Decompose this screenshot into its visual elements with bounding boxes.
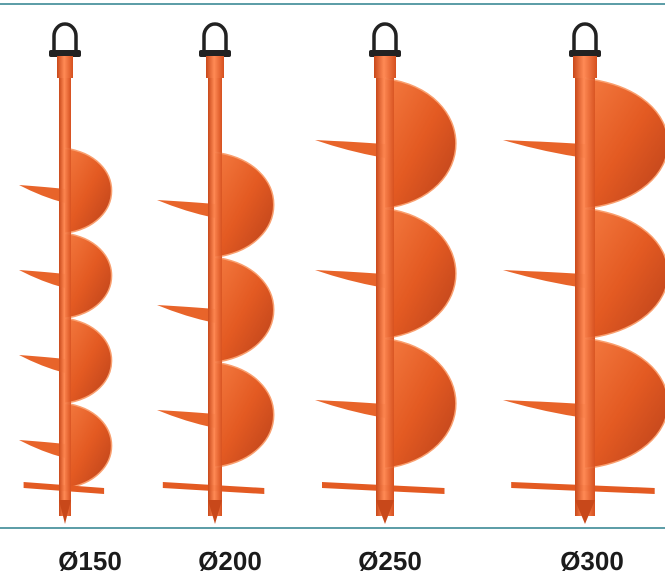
flight-edge bbox=[64, 147, 113, 234]
flight-lobe bbox=[585, 78, 665, 209]
flight-lobe bbox=[65, 318, 112, 404]
auger bbox=[315, 22, 457, 524]
flight-edge bbox=[214, 361, 275, 468]
flight-lobe bbox=[65, 148, 112, 234]
collar bbox=[569, 50, 601, 57]
flight-blade bbox=[19, 270, 65, 288]
flight-edge bbox=[214, 256, 275, 363]
flight-lobe bbox=[385, 78, 456, 209]
flight-blade bbox=[315, 140, 385, 158]
flight-lobe bbox=[65, 233, 112, 319]
flight-blade bbox=[19, 185, 65, 203]
flight-lobe bbox=[385, 338, 456, 469]
shaft-sleeve bbox=[374, 56, 396, 78]
auger bbox=[19, 22, 113, 524]
shaft-sleeve bbox=[573, 56, 597, 78]
size-label: Ø250 bbox=[358, 546, 422, 576]
tip bbox=[575, 500, 595, 524]
flight-blade bbox=[315, 400, 385, 418]
flight-edge bbox=[214, 151, 275, 258]
flight-blade bbox=[157, 305, 215, 323]
augers bbox=[19, 22, 665, 524]
flight-edge bbox=[64, 232, 113, 319]
flight-lobe bbox=[585, 338, 665, 469]
flight-blade bbox=[19, 355, 65, 373]
tip bbox=[59, 500, 71, 524]
flight-edge bbox=[584, 337, 665, 470]
flight-lobe bbox=[65, 403, 112, 489]
flight-lobe bbox=[215, 257, 274, 363]
shaft-front bbox=[575, 78, 595, 498]
handle bbox=[372, 22, 398, 52]
flight-blade bbox=[157, 410, 215, 428]
handle bbox=[202, 22, 228, 52]
handle bbox=[52, 22, 78, 52]
flight-edge bbox=[64, 317, 113, 404]
collar bbox=[49, 50, 81, 57]
collar bbox=[199, 50, 231, 57]
flight-lobe bbox=[215, 152, 274, 258]
flight-lobe bbox=[215, 362, 274, 468]
flight-edge bbox=[384, 207, 457, 340]
auger bbox=[503, 22, 665, 524]
flight-lobe bbox=[585, 208, 665, 339]
collar bbox=[369, 50, 401, 57]
flight-lobe bbox=[385, 208, 456, 339]
size-label: Ø300 bbox=[560, 546, 624, 576]
flight-blade bbox=[315, 270, 385, 288]
flight-edge bbox=[584, 207, 665, 340]
flight-edge bbox=[384, 337, 457, 470]
shaft-sleeve bbox=[206, 56, 224, 78]
shaft-sleeve bbox=[57, 56, 73, 78]
size-label: Ø150 bbox=[58, 546, 122, 576]
tip bbox=[376, 500, 394, 524]
size-label: Ø200 bbox=[198, 546, 262, 576]
flight-edge bbox=[384, 77, 457, 210]
flight-blade bbox=[503, 270, 585, 288]
flight-blade bbox=[503, 140, 585, 158]
tip bbox=[208, 500, 222, 524]
shaft-front bbox=[59, 78, 71, 498]
shaft-front bbox=[208, 78, 222, 498]
auger bbox=[157, 22, 275, 524]
flight-edge bbox=[64, 402, 113, 489]
flight-blade bbox=[503, 400, 585, 418]
flight-edge bbox=[584, 77, 665, 210]
flight-blade bbox=[157, 200, 215, 218]
handle bbox=[572, 22, 598, 52]
flight-blade bbox=[19, 440, 65, 458]
shaft-front bbox=[376, 78, 394, 498]
